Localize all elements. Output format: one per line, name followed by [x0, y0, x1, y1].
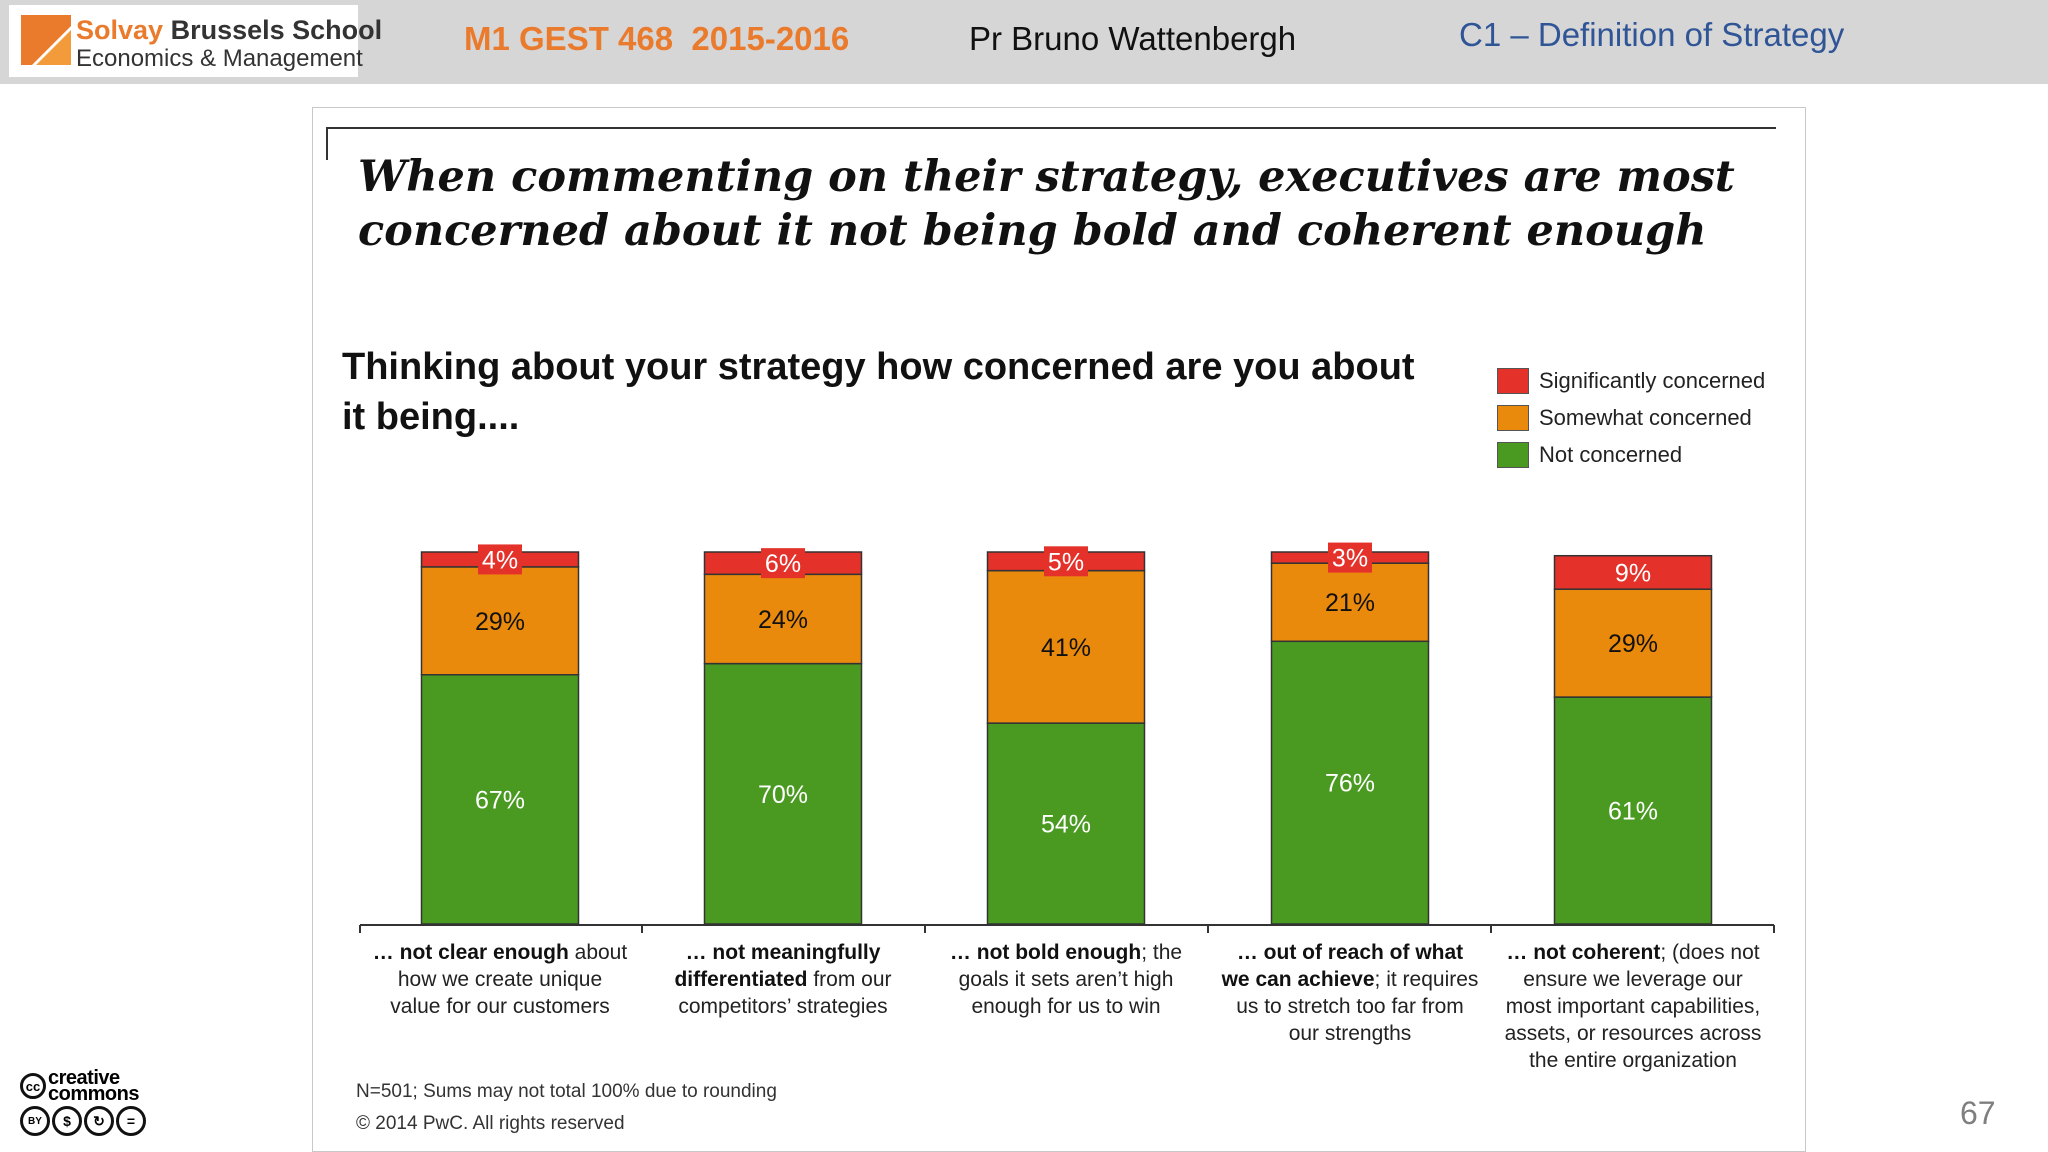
bar-segment-not-concerned: [703, 662, 863, 925]
legend-label: Somewhat concerned: [1539, 404, 1752, 430]
professor-name: Pr Bruno Wattenbergh: [969, 20, 1297, 57]
x-tick-label: … not meaningfully differentiated from o…: [674, 941, 892, 1018]
cc-logo: cc creative commons: [20, 1067, 158, 1105]
chapter-title: C1 – Definition of Strategy: [1459, 16, 1845, 53]
data-label: 54%: [1041, 811, 1091, 839]
data-label: 21%: [1325, 589, 1375, 617]
data-label-box: [761, 548, 805, 579]
data-label: 67%: [475, 786, 525, 814]
bar-segment-not-concerned: [1270, 640, 1430, 925]
course-code: M1 GEST 468 2015-2016: [464, 20, 850, 57]
x-tick-label: … not coherent; (does not ensure we leve…: [1504, 941, 1762, 1072]
sa-icon: ↻: [84, 1106, 114, 1136]
data-label: 76%: [1325, 770, 1375, 798]
bar-segment-not-concerned: [986, 722, 1146, 925]
title-rule-tick: [326, 127, 328, 160]
data-label-box: [478, 544, 522, 575]
data-label: 29%: [1608, 630, 1658, 658]
legend-label: Significantly concerned: [1539, 367, 1766, 393]
nc-icon: $: [52, 1106, 82, 1136]
bar-segment-significantly-concerned: [1553, 554, 1713, 590]
legend-item-somewhat: Somewhat concerned: [1497, 399, 1765, 436]
data-label: 24%: [758, 606, 808, 634]
data-label-box: [1044, 546, 1088, 577]
data-label: 61%: [1608, 798, 1658, 826]
slide-header: Solvay Brussels School Economics & Manag…: [0, 0, 2048, 84]
bar-segment-somewhat-concerned: [420, 566, 580, 676]
by-icon: BY: [20, 1106, 50, 1136]
legend-swatch-somewhat: [1497, 404, 1529, 431]
page-number: 67: [1960, 1095, 1996, 1131]
cc-license-icons: BY $ ↻ =: [20, 1106, 148, 1136]
legend-swatch-not: [1497, 441, 1529, 468]
cc-wordmark: creative commons: [48, 1067, 139, 1105]
footnote: N=501; Sums may not total 100% due to ro…: [356, 1081, 777, 1102]
legend-swatch-significantly: [1497, 367, 1529, 394]
slide-title: When commenting on their strategy, execu…: [358, 152, 1735, 256]
bar-segment-somewhat-concerned: [703, 573, 863, 665]
chart-title: Thinking about your strategy how concern…: [342, 346, 1415, 438]
data-label: 5%: [1048, 548, 1084, 576]
data-label: 29%: [475, 608, 525, 636]
data-label: 70%: [758, 781, 808, 809]
data-label: 9%: [1615, 559, 1651, 587]
x-tick-label: … not clear enough about how we create u…: [372, 941, 628, 1018]
logo-line1: Solvay Brussels School: [76, 15, 383, 45]
legend-item-significantly: Significantly concerned: [1497, 362, 1765, 399]
creative-commons-badge: cc creative commons BY $ ↻ =: [20, 1068, 160, 1138]
data-label: 6%: [765, 550, 801, 578]
legend-item-not: Not concerned: [1497, 436, 1765, 473]
chart-legend: Significantly concerned Somewhat concern…: [1497, 362, 1765, 473]
x-tick-label: … out of reach of what we can achieve; i…: [1221, 941, 1479, 1045]
data-label: 41%: [1041, 634, 1091, 662]
bar-segment-somewhat-concerned: [1553, 588, 1713, 698]
cc-icon: cc: [20, 1073, 46, 1099]
copyright: © 2014 PwC. All rights reserved: [356, 1113, 625, 1134]
logo-line2: Economics & Management: [76, 45, 363, 72]
x-tick-label: … not bold enough; the goals it sets are…: [949, 941, 1183, 1018]
data-label-box: [1328, 542, 1372, 573]
bar-segment-not-concerned: [420, 674, 580, 925]
solvay-logo: Solvay Brussels School Economics & Manag…: [9, 5, 382, 77]
data-label: 3%: [1332, 545, 1368, 573]
title-rule: [326, 127, 1776, 129]
bar-segment-somewhat-concerned: [1270, 562, 1430, 643]
data-label: 4%: [482, 546, 518, 574]
nd-icon: =: [116, 1106, 146, 1136]
legend-label: Not concerned: [1539, 441, 1683, 467]
